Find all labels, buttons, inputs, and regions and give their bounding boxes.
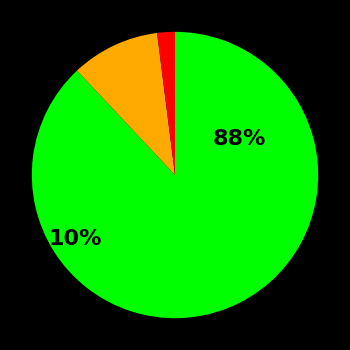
Wedge shape [32, 32, 318, 318]
Text: 88%: 88% [213, 129, 266, 149]
Wedge shape [77, 33, 175, 175]
Wedge shape [157, 32, 175, 175]
Text: 10%: 10% [48, 230, 102, 250]
